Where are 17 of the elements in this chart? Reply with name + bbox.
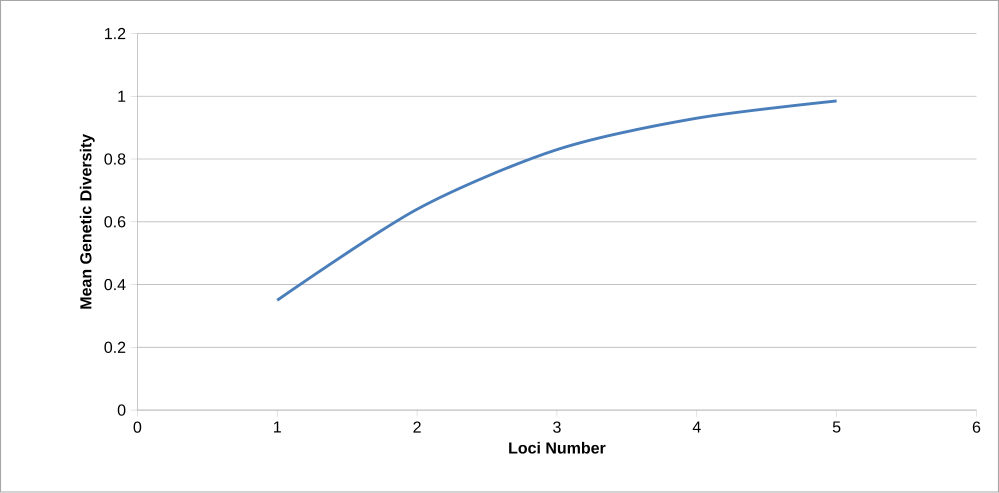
y-tick-label: 0	[118, 404, 126, 416]
line-series	[276, 100, 838, 302]
y-tick-label: 0.6	[104, 216, 126, 228]
x-tick-label: 4	[692, 422, 701, 433]
x-tick-label: 2	[413, 422, 421, 433]
x-tick-label: 1	[274, 422, 281, 433]
y-tick-label: 0.8	[104, 154, 126, 165]
y-tick-label: 0.2	[104, 342, 126, 354]
y-tick-label: 1	[118, 91, 126, 102]
y-tick-label: 1.2	[105, 28, 126, 40]
x-tick-label: 5	[832, 422, 840, 433]
x-tick-label: 3	[553, 422, 561, 433]
x-tick-label: 0	[134, 422, 142, 433]
y-axis-title: Mean Genetic Diversity	[80, 134, 95, 309]
x-tick-label: 6	[972, 422, 980, 433]
x-axis-title: Loci Number	[509, 442, 606, 454]
y-tick-label: 0.4	[104, 279, 126, 290]
